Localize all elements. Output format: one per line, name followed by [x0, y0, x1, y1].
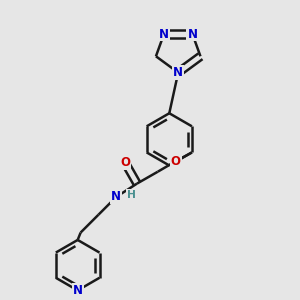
Text: N: N: [173, 66, 183, 79]
Text: N: N: [188, 28, 197, 40]
Text: N: N: [159, 28, 169, 40]
Text: O: O: [171, 155, 181, 168]
Text: N: N: [111, 190, 121, 203]
Text: N: N: [73, 284, 83, 297]
Text: O: O: [120, 156, 130, 169]
Text: H: H: [127, 190, 136, 200]
